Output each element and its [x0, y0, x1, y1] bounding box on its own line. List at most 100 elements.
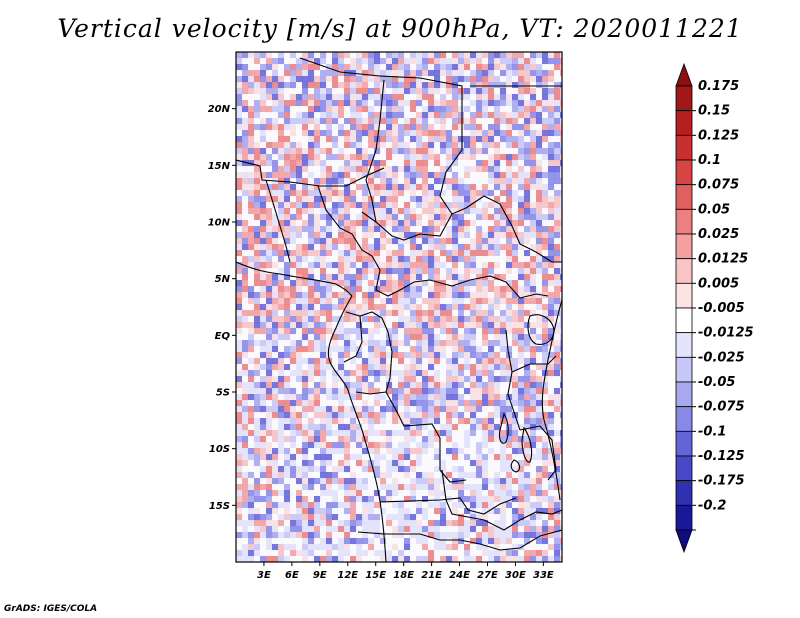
field-cell	[362, 100, 369, 107]
field-cell	[440, 262, 447, 269]
field-cell	[248, 340, 255, 347]
field-cell	[290, 214, 297, 221]
field-cell	[554, 232, 561, 239]
field-cell	[536, 58, 543, 65]
field-cell	[470, 442, 477, 449]
field-cell	[344, 100, 351, 107]
field-cell	[500, 160, 507, 167]
field-cell	[356, 310, 363, 317]
field-cell	[404, 106, 411, 113]
field-cell	[368, 454, 375, 461]
field-cell	[338, 130, 345, 137]
field-cell	[440, 382, 447, 389]
field-cell	[254, 388, 261, 395]
field-cell	[392, 208, 399, 215]
field-cell	[440, 526, 447, 533]
field-cell	[428, 238, 435, 245]
field-cell	[290, 226, 297, 233]
field-cell	[266, 130, 273, 137]
field-cell	[332, 490, 339, 497]
field-cell	[260, 466, 267, 473]
field-cell	[518, 448, 525, 455]
field-cell	[536, 382, 543, 389]
field-cell	[512, 232, 519, 239]
field-cell	[380, 376, 387, 383]
field-cell	[260, 190, 267, 197]
field-cell	[326, 196, 333, 203]
field-cell	[350, 556, 357, 562]
field-cell	[338, 190, 345, 197]
field-cell	[542, 58, 549, 65]
field-cell	[428, 262, 435, 269]
field-cell	[524, 532, 531, 539]
field-cell	[326, 532, 333, 539]
field-cell	[482, 424, 489, 431]
field-cell	[248, 484, 255, 491]
field-cell	[506, 406, 513, 413]
field-cell	[428, 268, 435, 275]
field-cell	[326, 436, 333, 443]
field-cell	[248, 148, 255, 155]
field-cell	[530, 196, 537, 203]
field-cell	[476, 268, 483, 275]
field-cell	[296, 148, 303, 155]
field-cell	[248, 166, 255, 173]
field-cell	[458, 316, 465, 323]
field-cell	[464, 436, 471, 443]
field-cell	[314, 298, 321, 305]
field-cell	[512, 370, 519, 377]
field-cell	[476, 520, 483, 527]
field-cell	[560, 340, 562, 347]
field-cell	[560, 130, 562, 137]
field-cell	[482, 436, 489, 443]
field-cell	[428, 346, 435, 353]
field-cell	[506, 226, 513, 233]
field-cell	[422, 334, 429, 341]
field-cell	[344, 520, 351, 527]
field-cell	[500, 226, 507, 233]
colorbar-swatch	[675, 134, 693, 161]
field-cell	[320, 490, 327, 497]
field-cell	[314, 520, 321, 527]
field-cell	[302, 430, 309, 437]
field-cell	[326, 364, 333, 371]
field-cell	[416, 340, 423, 347]
field-cell	[470, 364, 477, 371]
field-cell	[320, 526, 327, 533]
field-cell	[314, 508, 321, 515]
field-cell	[368, 340, 375, 347]
field-cell	[500, 316, 507, 323]
field-cell	[344, 538, 351, 545]
field-cell	[296, 424, 303, 431]
field-cell	[464, 406, 471, 413]
field-cell	[308, 406, 315, 413]
field-cell	[554, 52, 561, 59]
field-cell	[374, 130, 381, 137]
field-cell	[254, 76, 261, 83]
field-cell	[398, 112, 405, 119]
field-cell	[428, 484, 435, 491]
field-cell	[530, 442, 537, 449]
field-cell	[560, 154, 562, 161]
field-cell	[386, 520, 393, 527]
field-cell	[278, 250, 285, 257]
field-cell	[308, 544, 315, 551]
field-cell	[554, 304, 561, 311]
field-cell	[296, 88, 303, 95]
field-cell	[260, 358, 267, 365]
field-cell	[518, 214, 525, 221]
field-cell	[554, 484, 561, 491]
field-cell	[308, 358, 315, 365]
field-cell	[470, 190, 477, 197]
field-cell	[452, 430, 459, 437]
field-cell	[362, 370, 369, 377]
field-cell	[350, 130, 357, 137]
field-cell	[386, 160, 393, 167]
field-cell	[284, 262, 291, 269]
field-cell	[374, 52, 381, 59]
field-cell	[422, 106, 429, 113]
field-cell	[374, 64, 381, 71]
field-cell	[464, 400, 471, 407]
field-cell	[422, 526, 429, 533]
